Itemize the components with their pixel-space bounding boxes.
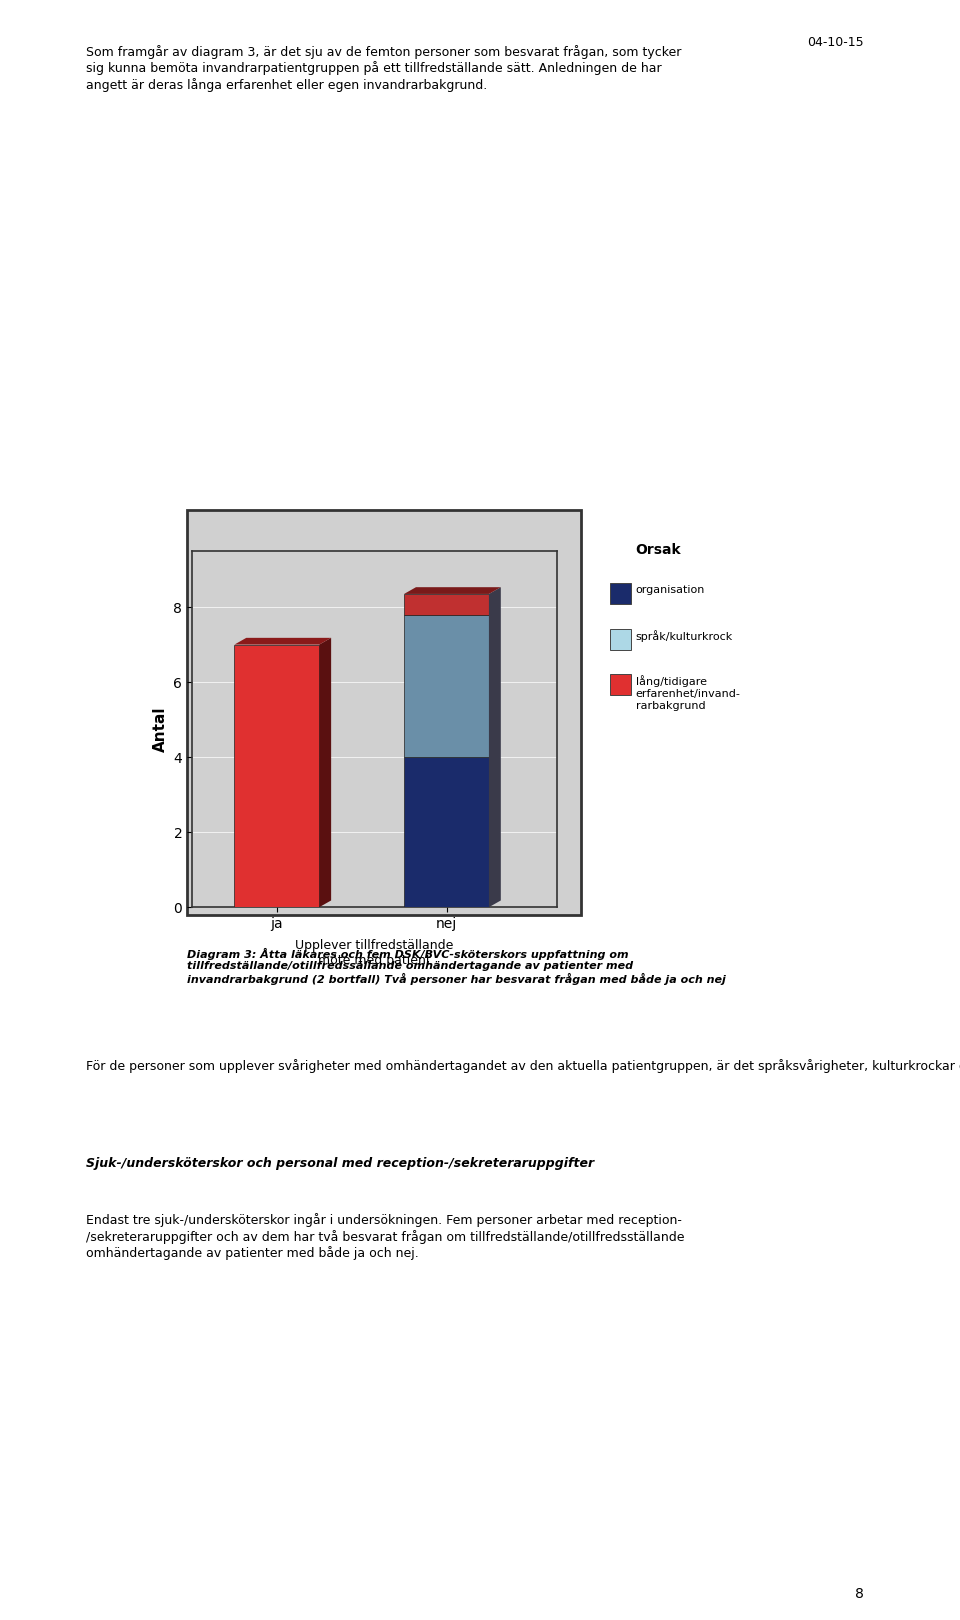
Text: lång/tidigare
erfarenhet/invand-
rarbakgrund: lång/tidigare erfarenhet/invand- rarbakg… bbox=[636, 676, 740, 711]
Text: Som framgår av diagram 3, är det sju av de femton personer som besvarat frågan, : Som framgår av diagram 3, är det sju av … bbox=[86, 45, 682, 92]
Bar bbox=[404, 614, 489, 757]
Text: språk/kulturkrock: språk/kulturkrock bbox=[636, 630, 732, 642]
Bar bbox=[234, 645, 320, 907]
Polygon shape bbox=[234, 638, 331, 645]
Polygon shape bbox=[489, 586, 501, 907]
Text: För de personer som upplever svårigheter med omhändertagandet av den aktuella pa: För de personer som upplever svårigheter… bbox=[86, 1059, 960, 1074]
Bar bbox=[404, 595, 489, 614]
Text: Endast tre sjuk-/undersköterskor ingår i undersökningen. Fem personer arbetar me: Endast tre sjuk-/undersköterskor ingår i… bbox=[86, 1213, 684, 1260]
Y-axis label: Antal: Antal bbox=[153, 706, 168, 752]
Text: 04-10-15: 04-10-15 bbox=[807, 36, 864, 49]
Text: Orsak: Orsak bbox=[635, 543, 681, 557]
X-axis label: Upplever tillfredställande
möte med patient: Upplever tillfredställande möte med pati… bbox=[296, 940, 453, 967]
Text: organisation: organisation bbox=[636, 585, 705, 595]
Polygon shape bbox=[404, 586, 501, 595]
Text: Sjuk-/undersköterskor och personal med reception-/sekreteraruppgifter: Sjuk-/undersköterskor och personal med r… bbox=[86, 1157, 594, 1170]
Text: 8: 8 bbox=[855, 1586, 864, 1601]
Bar bbox=[404, 757, 489, 907]
Text: Diagram 3: Åtta läkares och fem DSK/BVC-sköterskors uppfattning om
tillfredställ: Diagram 3: Åtta läkares och fem DSK/BVC-… bbox=[187, 948, 726, 985]
Polygon shape bbox=[320, 638, 331, 907]
